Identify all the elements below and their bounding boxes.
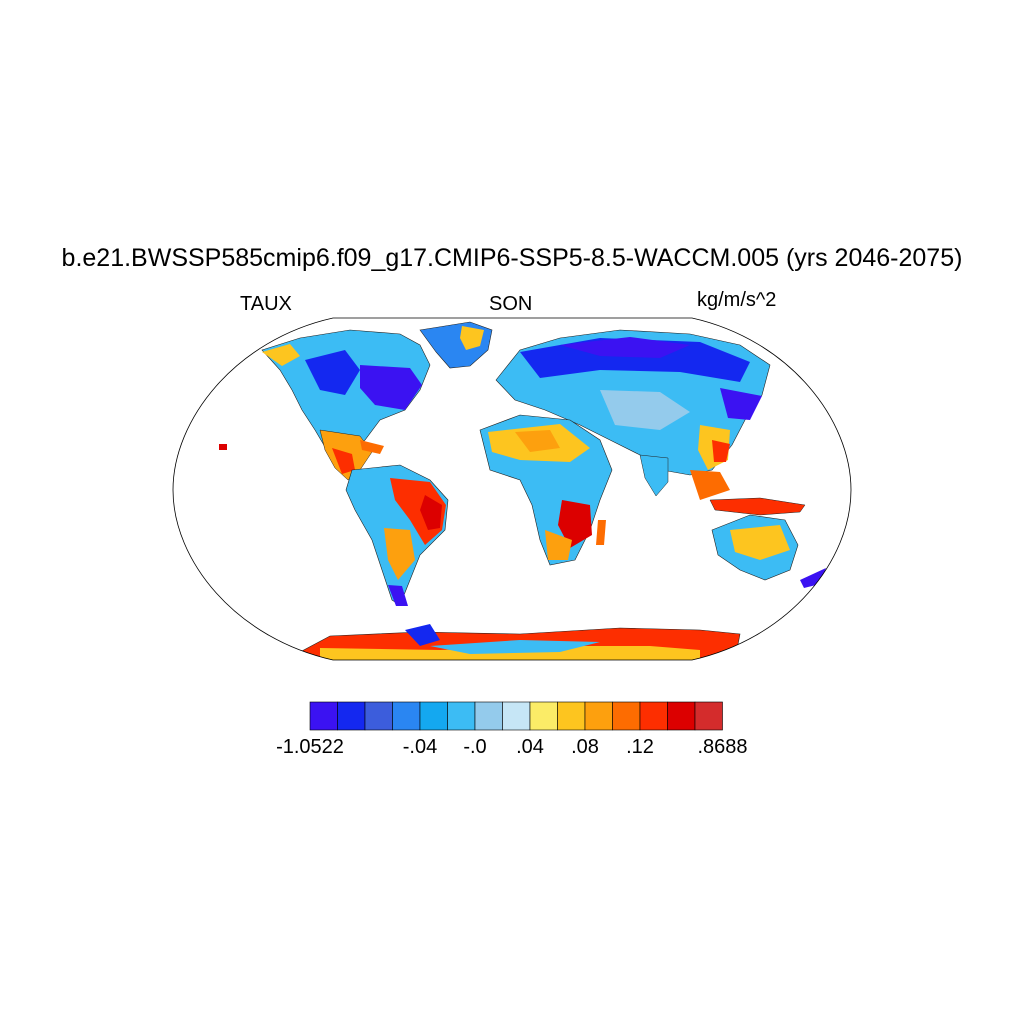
colorbar-label-0: -1.0522 [276, 736, 344, 758]
colorbar-box-4 [419, 701, 448, 731]
colorbar-box-9 [557, 701, 586, 731]
season-label: SON [489, 293, 533, 315]
variable-label: TAUX [240, 293, 292, 315]
greenland-margin [460, 326, 484, 350]
china-red [712, 440, 730, 462]
hawaii [219, 444, 227, 450]
map-field [219, 321, 826, 660]
colorbar-box-7 [502, 701, 531, 731]
plot-title: b.e21.BWSSP585cmip6.f09_g17.CMIP6-SSP5-8… [61, 244, 963, 272]
patagonia [388, 585, 408, 606]
colorbar-box-12 [639, 701, 668, 731]
colorbar-label-3: .04 [516, 736, 544, 758]
colorbar-box-6 [474, 701, 503, 731]
arctic-violet [560, 337, 690, 358]
colorbar-label-5: .12 [626, 736, 654, 758]
colorbar-label-2: -.0 [463, 736, 487, 758]
colorbar-box-14 [694, 701, 723, 731]
mexico-red [332, 448, 355, 474]
colorbar-box-8 [529, 701, 558, 731]
indonesia [709, 497, 806, 516]
central-asia-pale [600, 390, 690, 430]
andes-orange [384, 528, 415, 580]
sahara-core [515, 430, 560, 452]
colorbar-label-1: -.04 [402, 736, 438, 758]
colorbar-label-6: .8688 [697, 736, 748, 758]
colorbar-label-4: .08 [571, 736, 599, 758]
colorbar-box-0 [309, 701, 338, 731]
east-siberia [720, 388, 762, 420]
amazon-inner [420, 495, 442, 530]
colorbar-box-3 [392, 701, 421, 731]
colorbar-box-13 [667, 701, 696, 731]
colorbar [309, 701, 723, 731]
india [639, 454, 669, 497]
colorbar-box-11 [612, 701, 641, 731]
antarctica-peninsula [405, 624, 440, 646]
colorbar-box-5 [447, 701, 476, 731]
greenland [419, 321, 493, 369]
north-america-west [305, 350, 360, 395]
colorbar-box-2 [364, 701, 393, 731]
caribbean [360, 440, 384, 454]
southern-africa-orange [545, 530, 572, 560]
new-zealand [800, 568, 826, 588]
map-outline [172, 317, 852, 661]
antarctica-interior-blue [430, 640, 600, 654]
madagascar [596, 520, 606, 545]
colorbar-box-1 [337, 701, 366, 731]
southern-africa-red [558, 500, 592, 548]
hudson-region [360, 365, 422, 410]
units-label: kg/m/s^2 [697, 289, 777, 311]
colorbar-box-10 [584, 701, 613, 731]
australia-warm [730, 525, 790, 560]
southeast-asia [690, 470, 730, 500]
alaska [262, 344, 300, 366]
